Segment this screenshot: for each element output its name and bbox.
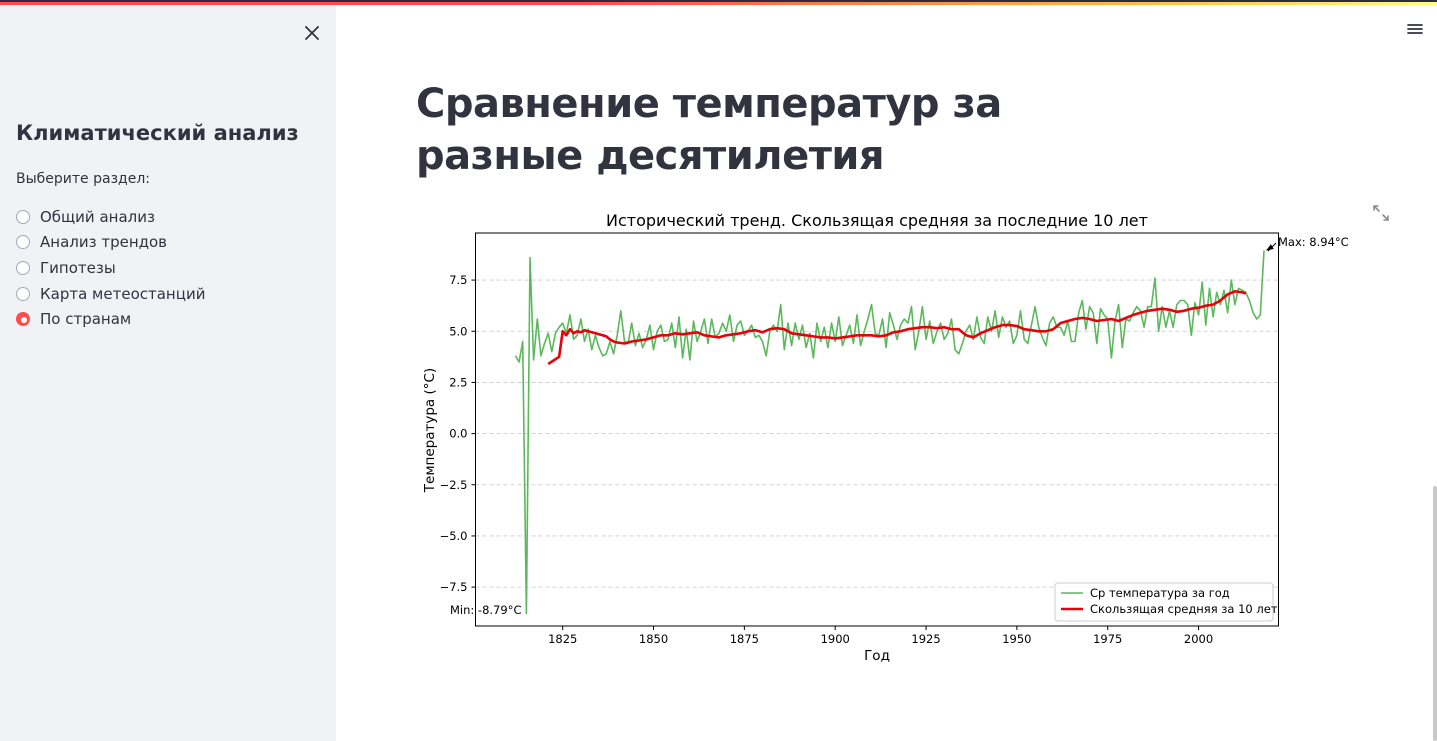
x-tick-label: 1850	[639, 632, 668, 646]
radio-option-label: Гипотезы	[40, 258, 116, 277]
x-axis-label: Год	[864, 648, 890, 664]
max-arrow-head	[1265, 244, 1274, 251]
legend-label-annual: Ср температура за год	[1090, 586, 1230, 600]
radio-circle[interactable]	[16, 209, 30, 224]
radio-option-by-country[interactable]: По странам	[16, 306, 205, 332]
min-annotation: Min: -8.79°C	[450, 603, 521, 617]
y-tick-label: −5.0	[440, 529, 468, 543]
radio-option-label: Анализ трендов	[40, 233, 168, 252]
y-axis-label: Температура (°C)	[422, 368, 438, 493]
radio-circle[interactable]	[16, 286, 30, 301]
grid-layer	[475, 279, 1279, 588]
radio-circle[interactable]	[16, 260, 30, 275]
max-label: Max: 8.94°C	[1278, 235, 1349, 249]
min-label: Min: -8.79°C	[450, 603, 521, 617]
radio-option-label: Карта метеостанций	[40, 284, 206, 303]
legend-label-rolling: Скользящая средняя за 10 лет	[1090, 602, 1278, 616]
annual-temperature-line	[514, 250, 1265, 615]
fullscreen-button[interactable]	[1372, 204, 1390, 222]
fullscreen-expand-icon	[1373, 205, 1389, 221]
radio-option-trend-analysis[interactable]: Анализ трендов	[16, 230, 205, 256]
radio-option-station-map[interactable]: Карта метеостанций	[16, 281, 205, 307]
radio-group-label: Выберите раздел:	[16, 171, 150, 187]
x-tick-label: 1925	[911, 632, 940, 646]
radio-option-general-analysis[interactable]: Общий анализ	[16, 204, 205, 230]
y-tick-layer: −7.5 −5.0 −2.5 0.0 2.5 5.0 7.5	[440, 273, 476, 594]
sidebar-title: Климатический анализ	[16, 121, 299, 145]
main-menu-button[interactable]	[1403, 18, 1427, 40]
top-decoration-bar	[0, 0, 1437, 5]
y-tick-label: 2.5	[449, 375, 467, 389]
radio-option-label: По странам	[40, 310, 132, 329]
radio-option-hypotheses[interactable]: Гипотезы	[16, 255, 205, 281]
section-radio-group: Общий анализ Анализ трендов Гипотезы Кар…	[16, 204, 205, 332]
x-tick-label: 2000	[1184, 632, 1213, 646]
rolling-average-line	[547, 290, 1247, 366]
y-tick-label: −2.5	[440, 478, 468, 492]
y-tick-label: −7.5	[440, 580, 468, 594]
plot-frame	[475, 232, 1279, 627]
chart-legend: Ср температура за год Скользящая средняя…	[1054, 582, 1278, 622]
page-scrollbar[interactable]	[1433, 486, 1437, 741]
legend-box	[1054, 582, 1274, 622]
x-tick-label: 1975	[1093, 632, 1122, 646]
x-tick-label: 1875	[730, 632, 759, 646]
x-tick-label: 1825	[548, 632, 577, 646]
x-tick-label: 1950	[1002, 632, 1031, 646]
radio-circle[interactable]	[16, 235, 30, 250]
max-annotation: Max: 8.94°C	[1265, 235, 1349, 252]
close-icon	[305, 26, 319, 40]
y-tick-label: 0.0	[449, 427, 467, 441]
temperature-trend-chart: −7.5 −5.0 −2.5 0.0 2.5 5.0 7.5 1825 1850 1875 190…	[422, 211, 1349, 664]
y-tick-label: 5.0	[449, 324, 467, 338]
y-tick-label: 7.5	[449, 273, 467, 287]
sidebar-close-button[interactable]	[298, 19, 326, 47]
x-tick-label: 1900	[821, 632, 850, 646]
hamburger-menu-icon	[1407, 24, 1423, 34]
x-tick-layer: 1825 1850 1875 1900 1925 1950 1975 2000	[548, 626, 1213, 646]
sidebar: Климатический анализ Выберите раздел: Об…	[0, 5, 336, 741]
radio-option-label: Общий анализ	[40, 207, 155, 226]
page-title: Сравнение температур за разные десятилет…	[416, 81, 1002, 179]
chart-title: Исторический тренд. Скользящая средняя з…	[606, 211, 1148, 230]
radio-circle-selected[interactable]	[16, 312, 30, 327]
